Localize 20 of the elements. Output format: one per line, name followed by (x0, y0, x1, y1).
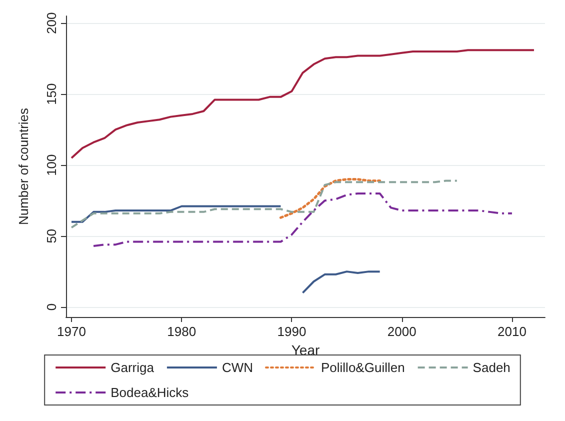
y-tick-label: 50 (44, 228, 59, 244)
legend-label: Polillo&Guillen (320, 360, 405, 375)
x-tick-label: 1990 (277, 324, 306, 339)
y-tick-label: 100 (44, 154, 59, 176)
x-tick-label: 1980 (167, 324, 196, 339)
y-tick-label: 150 (44, 83, 59, 105)
line-series (70, 49, 535, 159)
y-tick-label: 200 (44, 12, 59, 34)
line-series (92, 192, 513, 248)
line-series (70, 180, 458, 229)
x-tick-label: 2000 (387, 324, 416, 339)
y-axis-title: Number of countries (16, 107, 31, 226)
x-tick-label: 1970 (57, 324, 86, 339)
legend-label: CWN (222, 360, 253, 375)
y-tick-label: 0 (44, 303, 59, 311)
legend-label: Bodea&Hicks (110, 385, 190, 400)
legend-label: Garriga (110, 360, 155, 375)
line-series (279, 178, 382, 219)
legend-label: Sadeh (472, 360, 510, 375)
x-tick-label: 2010 (498, 324, 526, 339)
